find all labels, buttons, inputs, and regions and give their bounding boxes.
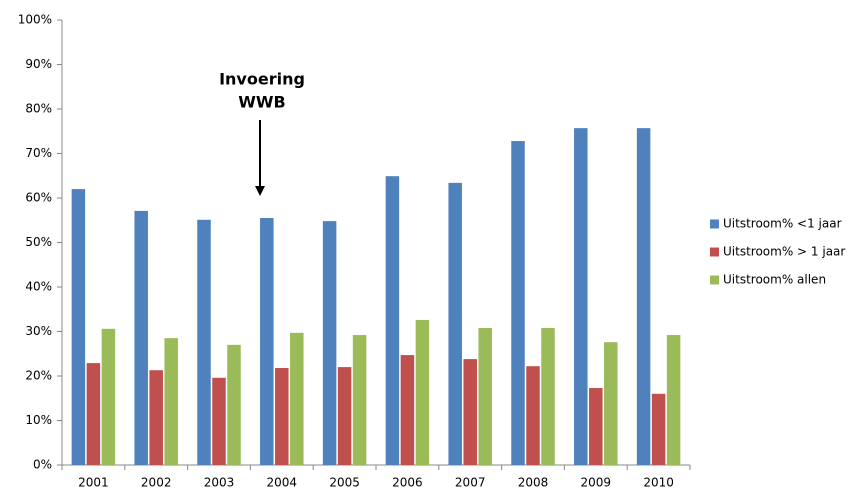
bar <box>149 370 163 465</box>
bar <box>260 218 274 465</box>
y-tick-label: 70% <box>25 146 52 160</box>
x-tick-label: 2007 <box>455 476 486 490</box>
annotation: Invoering <box>219 70 305 89</box>
legend-swatch <box>710 219 719 229</box>
bar <box>448 182 462 465</box>
x-tick-label: 2002 <box>141 476 172 490</box>
x-tick-label: 2006 <box>392 476 423 490</box>
annotation: WWB <box>238 93 286 112</box>
x-tick-label: 2010 <box>643 476 674 490</box>
y-tick-label: 10% <box>25 413 52 427</box>
legend-label: Uitstroom% allen <box>723 273 826 287</box>
legend-label: Uitstroom% > 1 jaar <box>723 245 845 259</box>
legend-swatch <box>710 275 719 285</box>
bar <box>227 344 241 465</box>
bar <box>511 141 525 466</box>
bar <box>290 332 304 465</box>
bar <box>197 219 211 465</box>
bar <box>86 363 101 465</box>
bar <box>541 327 555 465</box>
bar <box>604 342 618 465</box>
bar <box>322 221 337 465</box>
bar <box>400 355 415 465</box>
x-tick-label: 2003 <box>204 476 235 490</box>
y-tick-label: 40% <box>25 280 52 294</box>
x-tick-label: 2005 <box>329 476 360 490</box>
bar <box>212 377 226 465</box>
bar <box>71 189 86 465</box>
y-tick-label: 60% <box>25 191 52 205</box>
bar <box>636 128 651 465</box>
y-tick-label: 80% <box>25 102 52 116</box>
y-tick-label: 20% <box>25 369 52 383</box>
bar <box>651 393 666 465</box>
x-tick-label: 2009 <box>581 476 612 490</box>
bar <box>134 210 148 465</box>
bar <box>478 327 492 465</box>
bar <box>574 128 588 465</box>
y-tick-label: 100% <box>18 13 52 27</box>
bar <box>415 319 430 465</box>
legend-label: Uitstroom% <1 jaar <box>723 217 842 231</box>
bar <box>337 367 352 465</box>
x-tick-label: 2001 <box>78 476 109 490</box>
bar <box>589 388 603 465</box>
x-tick-label: 2004 <box>267 476 298 490</box>
bar <box>385 176 400 465</box>
bar <box>275 367 289 465</box>
x-tick-label: 2008 <box>518 476 549 490</box>
bar <box>164 338 178 465</box>
y-tick-label: 90% <box>25 57 52 71</box>
bar <box>526 366 540 465</box>
y-tick-label: 0% <box>33 458 52 472</box>
bar <box>352 335 367 465</box>
y-tick-label: 50% <box>25 235 52 249</box>
arrow-head <box>255 186 265 196</box>
legend-swatch <box>710 247 719 257</box>
bar <box>666 335 681 465</box>
bar <box>101 328 116 465</box>
bar <box>463 359 477 465</box>
y-tick-label: 30% <box>25 324 52 338</box>
